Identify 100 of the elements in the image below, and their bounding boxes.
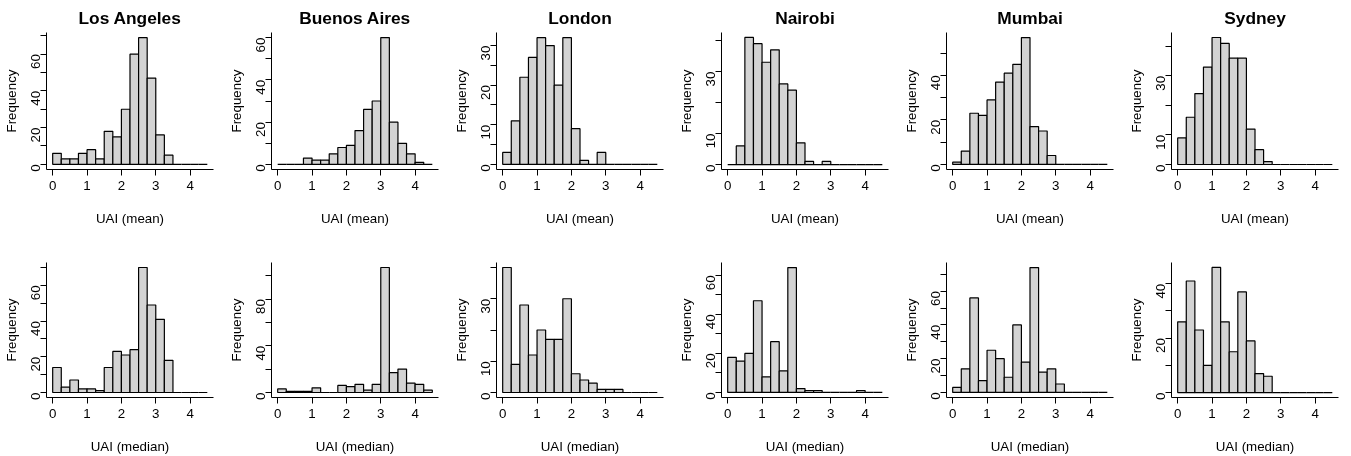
x-tick-label: 1	[758, 177, 766, 193]
x-tick-label: 4	[1311, 177, 1320, 193]
x-tick-label: 1	[533, 405, 541, 421]
x-tick-label: 1	[308, 405, 316, 421]
x-tick-label: 1	[1208, 177, 1216, 193]
x-tick-label: 0	[273, 405, 282, 421]
y-tick-label: 60	[703, 275, 718, 291]
x-tick-label: 1	[83, 405, 91, 421]
x-tick-label: 4	[411, 177, 420, 193]
y-axis-title: Frequency	[903, 69, 919, 133]
x-tick-label: 3	[152, 177, 160, 193]
x-tick-label: 0	[1173, 177, 1182, 193]
x-tick-label: 2	[1242, 177, 1251, 193]
x-tick-label: 2	[567, 177, 576, 193]
y-tick-label: 40	[253, 345, 268, 361]
y-axis-title: Frequency	[453, 298, 469, 362]
x-tick-label: 0	[948, 177, 957, 193]
y-tick-label: 60	[928, 291, 943, 307]
chart-title: Sydney	[1224, 7, 1287, 28]
x-axis-title: UAI (mean)	[1220, 210, 1290, 226]
y-axis-title: Frequency	[678, 69, 694, 133]
x-tick-label: 4	[636, 405, 645, 421]
y-tick-label: 0	[28, 392, 43, 400]
y-tick-label: 40	[928, 75, 943, 91]
x-tick-label: 2	[792, 177, 801, 193]
x-tick-label: 1	[983, 405, 991, 421]
x-tick-label: 4	[1086, 177, 1095, 193]
x-tick-label: 2	[1017, 177, 1026, 193]
x-tick-label: 4	[1086, 405, 1095, 421]
y-axis-title: Frequency	[1128, 69, 1144, 133]
y-tick-label: 0	[1153, 392, 1168, 401]
x-axis-title: UAI (mean)	[545, 210, 615, 226]
x-axis-title: UAI (median)	[765, 438, 845, 454]
x-tick-label: 1	[533, 177, 541, 193]
x-tick-label: 4	[861, 405, 870, 421]
y-tick-label: 40	[703, 314, 718, 330]
x-tick-label: 2	[567, 405, 576, 421]
y-tick-label: 40	[1153, 283, 1168, 299]
x-tick-label: 0	[948, 405, 957, 421]
x-tick-label: 3	[1052, 405, 1060, 421]
x-tick-label: 4	[186, 405, 195, 421]
y-tick-label: 40	[28, 321, 43, 336]
x-axis-title: UAI (mean)	[95, 210, 165, 226]
y-tick-label: 10	[478, 361, 493, 377]
y-tick-label: 0	[703, 164, 718, 172]
y-tick-label: 40	[253, 79, 268, 95]
x-tick-label: 0	[498, 177, 507, 193]
x-tick-label: 0	[723, 405, 732, 421]
x-tick-label: 4	[861, 177, 870, 193]
x-tick-label: 3	[377, 405, 385, 421]
x-axis-title: UAI (mean)	[770, 210, 840, 226]
y-tick-label: 20	[703, 353, 718, 369]
x-tick-label: 2	[1242, 405, 1251, 421]
y-tick-label: 10	[478, 124, 493, 140]
y-tick-label: 0	[928, 392, 943, 400]
x-tick-label: 0	[723, 177, 732, 193]
y-tick-label: 0	[478, 164, 493, 172]
y-tick-label: 0	[253, 392, 268, 400]
y-axis-title: Frequency	[903, 298, 919, 362]
y-axis-title: Frequency	[228, 69, 244, 133]
y-tick-label: 60	[253, 37, 268, 53]
y-tick-label: 30	[703, 71, 718, 87]
y-tick-label: 30	[478, 298, 493, 314]
y-tick-label: 0	[928, 164, 943, 172]
y-tick-label: 10	[703, 133, 718, 149]
x-tick-label: 2	[1017, 405, 1026, 421]
y-tick-label: 20	[928, 358, 943, 374]
y-tick-label: 0	[478, 392, 493, 400]
y-tick-label: 30	[1153, 75, 1168, 91]
chart-title: London	[548, 7, 612, 28]
x-tick-label: 1	[1208, 405, 1216, 421]
x-tick-label: 1	[83, 177, 91, 193]
x-tick-label: 3	[827, 405, 835, 421]
x-tick-label: 1	[758, 405, 766, 421]
chart-title: Buenos Aires	[299, 7, 411, 28]
x-tick-label: 2	[342, 405, 351, 421]
y-tick-label: 20	[1153, 338, 1168, 353]
x-tick-label: 2	[117, 177, 126, 193]
y-tick-label: 0	[703, 392, 718, 400]
x-tick-label: 3	[827, 177, 835, 193]
x-tick-label: 0	[498, 405, 507, 421]
x-tick-label: 3	[1052, 177, 1060, 193]
x-tick-label: 4	[1311, 405, 1320, 421]
chart-title: Nairobi	[775, 7, 835, 28]
y-tick-label: 20	[478, 85, 493, 100]
x-tick-label: 3	[1277, 177, 1285, 193]
x-tick-label: 0	[1173, 405, 1182, 421]
chart-title: Los Angeles	[78, 7, 181, 28]
y-axis-title: Frequency	[3, 69, 19, 133]
x-tick-label: 2	[792, 405, 801, 421]
y-axis-title: Frequency	[678, 298, 694, 362]
x-tick-label: 4	[411, 405, 420, 421]
x-tick-label: 3	[602, 405, 610, 421]
y-tick-label: 60	[28, 285, 43, 301]
x-tick-label: 1	[308, 177, 316, 193]
x-tick-label: 4	[186, 177, 195, 193]
y-tick-label: 80	[253, 299, 268, 314]
x-tick-label: 1	[983, 177, 991, 193]
x-tick-label: 3	[152, 405, 160, 421]
y-tick-label: 0	[28, 164, 43, 172]
